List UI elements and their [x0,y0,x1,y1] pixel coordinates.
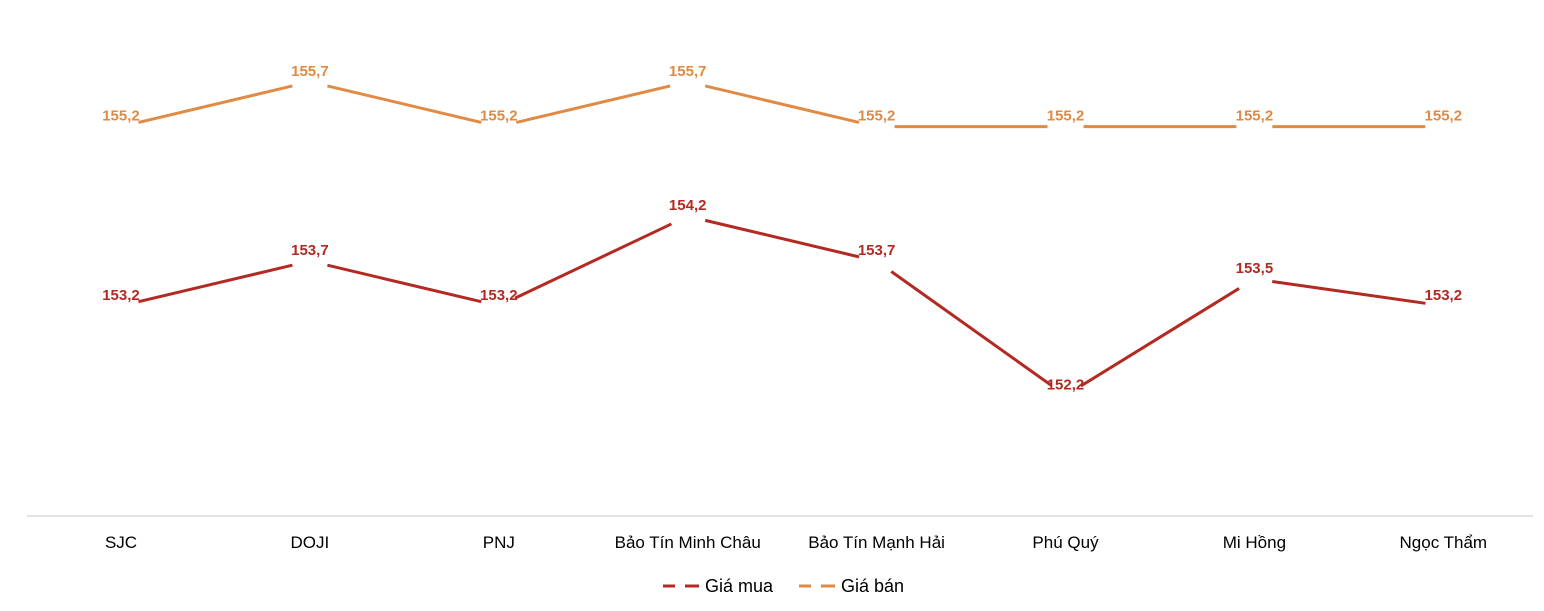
series-0-data-label: 153,7 [291,242,329,259]
series-0-data-label: 153,2 [480,287,518,304]
x-tick-label: Mi Hồng [1223,533,1286,552]
series-1-segment [515,84,671,124]
series-1-data-label: 155,2 [1425,108,1463,125]
legend-label: Giá mua [705,576,774,596]
x-tick-label: Phú Quý [1032,533,1099,552]
series-0-segment [1272,280,1426,305]
x-tick-label: SJC [105,533,137,552]
legend: Giá mua Giá bán [663,576,904,596]
x-tick-label: DOJI [291,533,330,552]
series-0-segment [327,263,482,304]
series-1-data-label: 155,7 [291,63,329,80]
series-1-data-label: 155,2 [858,108,896,125]
series-0-data-label: 153,2 [1425,287,1463,304]
series-1-segment [138,84,293,124]
series-0-data-label: 153,7 [858,242,896,259]
series-0-segment [514,222,673,300]
x-tick-label: PNJ [483,533,515,552]
legend-item: Giá bán [799,576,904,596]
series-1-data-label: 155,2 [1236,108,1274,125]
legend-label: Giá bán [841,576,904,596]
series-0-data-label: 153,2 [102,287,140,304]
series-0-segment [890,270,1052,387]
series-0-segment [138,263,293,304]
x-tick-label: Bảo Tín Minh Châu [615,533,761,552]
data-label-layer: 153,2 153,7 153,2 154,2 153,7 152,2 153,5 153,2… [102,63,1462,394]
legend-item: Giá mua [663,576,774,596]
series-0-data-label: 154,2 [669,197,707,214]
series-0-data-label: 153,5 [1236,260,1274,277]
series-1-data-label: 155,2 [1047,108,1085,125]
series-1-line [138,84,1426,129]
series-1-segment [327,84,482,124]
series-1-data-label: 155,2 [480,108,518,125]
x-tick-label: Bảo Tín Mạnh Hải [808,533,945,552]
series-0-segment [1080,287,1240,388]
series-layer [138,84,1426,388]
series-0-line [138,218,1426,388]
series-1-segment [704,84,860,124]
series-1-data-label: 155,2 [102,108,140,125]
series-0-data-label: 152,2 [1047,376,1085,393]
x-tick-layer: SJC DOJI PNJ Bảo Tín Minh Châu Bảo Tín Mạnh … [105,533,1487,552]
series-0-segment [704,218,860,259]
series-1-data-label: 155,7 [669,63,707,80]
x-tick-label: Ngọc Thẩm [1400,533,1488,552]
